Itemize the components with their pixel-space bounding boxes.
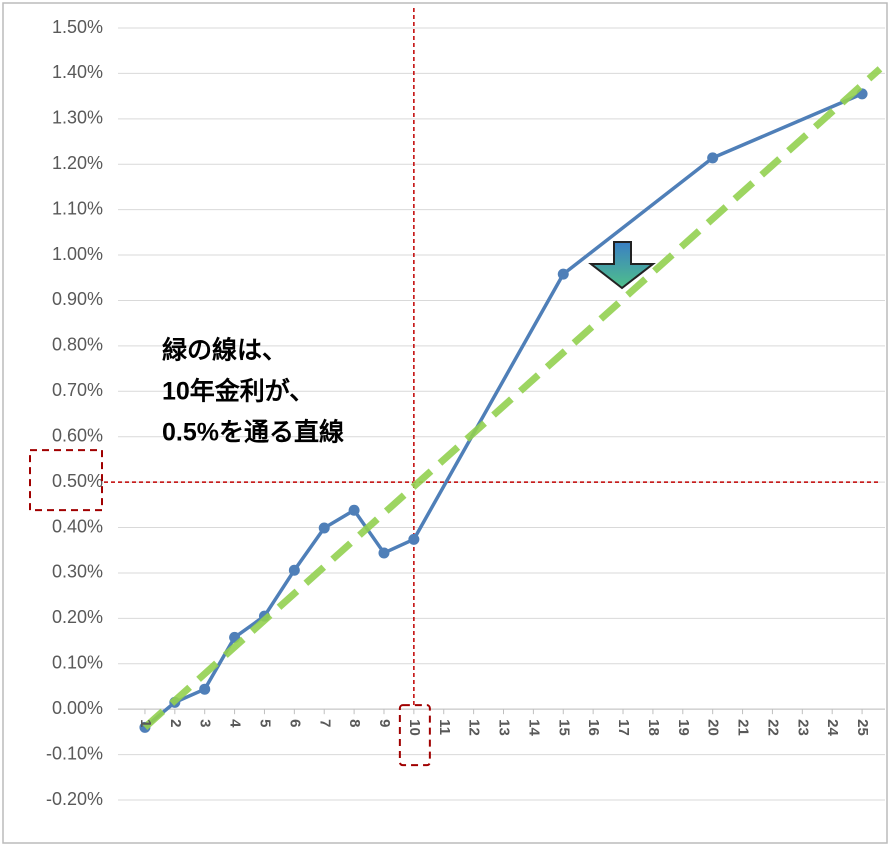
y-tick-label: 0.90% bbox=[52, 289, 103, 309]
frame bbox=[2, 2, 888, 844]
x-tick-label: 6 bbox=[286, 719, 303, 727]
highlight-box bbox=[29, 449, 103, 512]
x-tick-label: 20 bbox=[705, 719, 722, 736]
y-tick-label: 0.00% bbox=[52, 698, 103, 718]
x-tick-label: 1 bbox=[137, 719, 154, 727]
x-tick-label: 21 bbox=[735, 719, 752, 736]
y-tick-label: -0.10% bbox=[46, 743, 103, 763]
data-point bbox=[707, 152, 719, 164]
x-tick-label: 24 bbox=[824, 719, 841, 736]
x-tick-label: 7 bbox=[316, 719, 333, 727]
x-tick-label: 11 bbox=[436, 719, 453, 735]
y-tick-label: 0.50% bbox=[52, 471, 103, 491]
y-tick-label: 1.50% bbox=[52, 17, 103, 37]
x-tick-label: 18 bbox=[645, 719, 662, 736]
x-tick-label: 9 bbox=[376, 719, 393, 727]
reference-line bbox=[142, 66, 883, 730]
highlight-box bbox=[398, 704, 431, 767]
y-tick-label: 1.30% bbox=[52, 108, 103, 128]
y-tick-label: 0.70% bbox=[52, 380, 103, 400]
x-tick-label: 22 bbox=[764, 719, 781, 736]
y-tick-label: 0.80% bbox=[52, 335, 103, 355]
y-tick-label: 0.40% bbox=[52, 516, 103, 536]
y-tick-label: 0.20% bbox=[52, 607, 103, 627]
x-tick-label: 4 bbox=[227, 719, 244, 728]
y-tick-label: 1.20% bbox=[52, 153, 103, 173]
y-tick-label: -0.20% bbox=[46, 789, 103, 809]
down-arrow-icon bbox=[588, 241, 656, 290]
x-tick-label: 13 bbox=[496, 719, 513, 736]
y-tick-label: 1.10% bbox=[52, 198, 103, 218]
x-tick-label: 17 bbox=[615, 719, 632, 736]
x-tick-label: 19 bbox=[675, 719, 692, 736]
data-point bbox=[408, 533, 420, 545]
x-tick-label: 5 bbox=[256, 719, 273, 727]
x-tick-label: 14 bbox=[525, 719, 542, 736]
x-tick-label: 12 bbox=[466, 719, 483, 736]
data-point bbox=[557, 268, 569, 280]
x-tick-label: 10 bbox=[406, 719, 423, 736]
x-tick-label: 8 bbox=[346, 719, 363, 727]
data-point bbox=[348, 504, 360, 516]
data-point bbox=[288, 564, 300, 576]
x-tick-label: 15 bbox=[555, 719, 572, 736]
x-tick-label: 25 bbox=[854, 719, 871, 736]
plot bbox=[104, 8, 883, 733]
y-tick-label: 1.00% bbox=[52, 244, 103, 264]
annotation-line: 0.5%を通る直線 bbox=[162, 418, 344, 447]
x-tick-label: 16 bbox=[585, 719, 602, 736]
y-tick-label: 1.40% bbox=[52, 62, 103, 82]
grid bbox=[118, 27, 885, 801]
x-tick-label: 23 bbox=[794, 719, 811, 736]
y-tick-label: 0.30% bbox=[52, 562, 103, 582]
annotation-line: 10年金利が、 bbox=[162, 377, 314, 406]
y-tick-label: 0.60% bbox=[52, 425, 103, 445]
data-point bbox=[318, 522, 330, 534]
annotation-line: 緑の線は、 bbox=[162, 336, 287, 365]
x-tick-label: 3 bbox=[197, 719, 214, 727]
data-point bbox=[199, 683, 211, 695]
y-tick-label: 0.10% bbox=[52, 653, 103, 673]
x-tick-label: 2 bbox=[167, 719, 184, 727]
data-point bbox=[378, 547, 390, 559]
